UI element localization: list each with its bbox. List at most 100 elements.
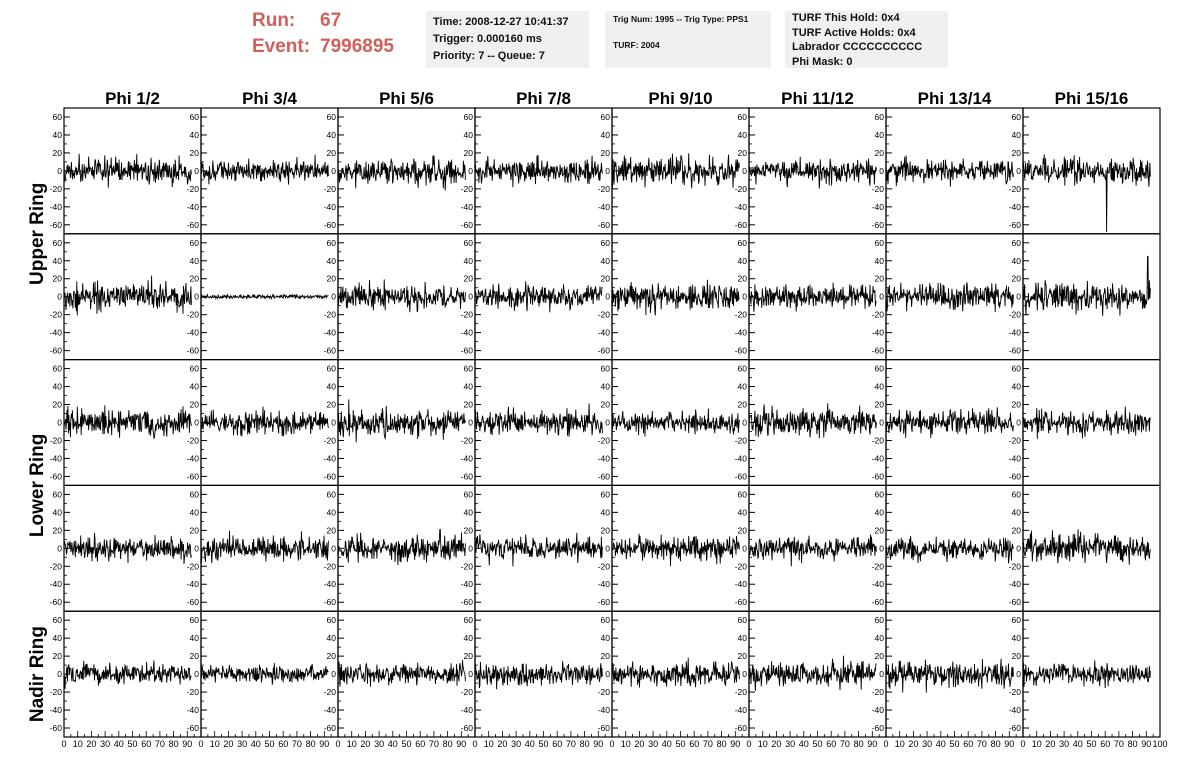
ytick-label-r4-c1-6: -60 <box>50 597 63 607</box>
ytick-label-r2-c1-6: -60 <box>50 346 63 356</box>
trace-r3-c7 <box>885 407 1014 439</box>
ytick-label-r2-c6-1: 40 <box>738 256 748 266</box>
ytick-label-r3-c2-1: 40 <box>190 382 200 392</box>
ytick-label-r3-c8-0: 60 <box>1012 364 1022 374</box>
ytick-label-r2-c2-3: 0 <box>194 292 199 302</box>
ytick-label-r5-c2-6: -60 <box>187 723 200 733</box>
ytick-label-r1-c1-4: -20 <box>50 184 63 194</box>
ytick-label-r1-c1-6: -60 <box>50 220 63 230</box>
ytick-label-r1-c8-4: -20 <box>1009 184 1022 194</box>
xtick-label-c7-1: 10 <box>895 739 905 749</box>
column-header-3: Phi 5/6 <box>379 89 434 108</box>
ytick-label-r5-c4-1: 40 <box>464 633 474 643</box>
ytick-label-r1-c7-0: 60 <box>875 112 885 122</box>
ytick-label-r3-c6-4: -20 <box>735 435 748 445</box>
ytick-label-r5-c1-2: 20 <box>53 651 63 661</box>
ytick-label-r4-c7-0: 60 <box>875 489 885 499</box>
ytick-label-r1-c4-5: -40 <box>461 202 474 212</box>
trace-r2-c3 <box>337 279 466 313</box>
ytick-label-r1-c6-1: 40 <box>738 130 748 140</box>
ytick-label-r4-c6-3: 0 <box>742 543 747 553</box>
trace-r5-c2 <box>200 662 329 685</box>
xtick-label-c2-3: 30 <box>237 739 247 749</box>
xtick-label-c5-5: 50 <box>675 739 685 749</box>
ytick-label-r1-c8-1: 40 <box>1012 130 1022 140</box>
ytick-label-r4-c3-5: -40 <box>324 579 337 589</box>
ytick-label-r1-c8-3: 0 <box>1016 166 1021 176</box>
xtick-label-c7-5: 50 <box>949 739 959 749</box>
ytick-label-r4-c6-6: -60 <box>735 597 748 607</box>
ytick-label-r4-c1-5: -40 <box>50 579 63 589</box>
ytick-label-r3-c4-2: 20 <box>464 400 474 410</box>
ytick-label-r3-c5-3: 0 <box>605 418 610 428</box>
ytick-label-r4-c3-0: 60 <box>327 489 337 499</box>
ytick-label-r4-c2-3: 0 <box>194 543 199 553</box>
xtick-label-c1-8: 80 <box>169 739 179 749</box>
ytick-label-r4-c7-6: -60 <box>872 597 885 607</box>
ytick-label-r1-c8-6: -60 <box>1009 220 1022 230</box>
ytick-label-r2-c6-3: 0 <box>742 292 747 302</box>
ytick-label-r5-c8-0: 60 <box>1012 615 1022 625</box>
ytick-label-r1-c3-4: -20 <box>324 184 337 194</box>
ytick-label-r5-c3-2: 20 <box>327 651 337 661</box>
ytick-label-r4-c4-3: 0 <box>468 543 473 553</box>
xtick-label-c5-3: 30 <box>648 739 658 749</box>
run-label: Run: <box>252 10 296 31</box>
trace-r4-c6 <box>748 534 877 567</box>
xtick-label-c3-3: 30 <box>374 739 384 749</box>
ytick-label-r1-c5-2: 20 <box>601 148 611 158</box>
ytick-label-r1-c1-2: 20 <box>53 148 63 158</box>
ytick-label-r1-c6-6: -60 <box>735 220 748 230</box>
ytick-label-r1-c7-3: 0 <box>879 166 884 176</box>
xtick-label-c4-3: 30 <box>511 739 521 749</box>
xtick-label-c2-8: 80 <box>306 739 316 749</box>
column-header-1: Phi 1/2 <box>105 89 160 108</box>
xtick-label-c6-6: 60 <box>826 739 836 749</box>
column-header-8: Phi 15/16 <box>1055 89 1129 108</box>
ytick-label-r5-c7-3: 0 <box>879 669 884 679</box>
xtick-label-c1-7: 70 <box>155 739 165 749</box>
ytick-label-r1-c3-5: -40 <box>324 202 337 212</box>
trace-r1-c2 <box>200 154 329 185</box>
ytick-label-r5-c6-5: -40 <box>735 705 748 715</box>
xtick-label-c4-6: 60 <box>552 739 562 749</box>
ytick-label-r1-c2-0: 60 <box>190 112 200 122</box>
ytick-label-r2-c4-4: -20 <box>461 310 474 320</box>
xtick-label-c4-2: 20 <box>497 739 507 749</box>
trace-r4-c4 <box>474 532 603 567</box>
xtick-label-c3-8: 80 <box>443 739 453 749</box>
xtick-label-c4-0: 0 <box>472 739 477 749</box>
xtick-label-c6-3: 30 <box>785 739 795 749</box>
xtick-label-c8-0: 0 <box>1020 739 1025 749</box>
xtick-label-c8-6: 60 <box>1100 739 1110 749</box>
ytick-label-r2-c2-0: 60 <box>190 238 200 248</box>
ytick-label-r3-c5-6: -60 <box>598 471 611 481</box>
xtick-label-c3-0: 0 <box>335 739 340 749</box>
ytick-label-r3-c2-0: 60 <box>190 364 200 374</box>
ytick-label-r1-c5-0: 60 <box>601 112 611 122</box>
turf-info-box: TURF This Hold: 0x4 TURF Active Holds: 0… <box>785 11 948 68</box>
ytick-label-r4-c7-5: -40 <box>872 579 885 589</box>
xtick-label-c3-2: 20 <box>360 739 370 749</box>
xtick-label-c8-1: 10 <box>1032 739 1042 749</box>
ytick-label-r5-c2-2: 20 <box>190 651 200 661</box>
xtick-label-c4-9: 90 <box>593 739 603 749</box>
ytick-label-r5-c8-2: 20 <box>1012 651 1022 661</box>
xtick-label-c7-2: 20 <box>908 739 918 749</box>
ytick-label-r3-c2-2: 20 <box>190 400 200 410</box>
xtick-label-c6-2: 20 <box>771 739 781 749</box>
trace-r1-c1 <box>63 153 192 188</box>
ytick-label-r4-c3-1: 40 <box>327 507 337 517</box>
xtick-label-c1-3: 30 <box>100 739 110 749</box>
column-header-6: Phi 11/12 <box>781 89 854 108</box>
ytick-label-r2-c5-4: -20 <box>598 310 611 320</box>
ytick-label-r3-c7-1: 40 <box>875 382 885 392</box>
ytick-label-r2-c4-0: 60 <box>464 238 474 248</box>
ytick-label-r4-c3-3: 0 <box>331 543 336 553</box>
xtick-label-c5-2: 20 <box>634 739 644 749</box>
xtick-label-c8-2: 20 <box>1045 739 1055 749</box>
ytick-label-r4-c4-1: 40 <box>464 507 474 517</box>
xtick-label-c7-3: 30 <box>922 739 932 749</box>
trigger-info-box: Trig Num: 1995 -- Trig Type: PPS1 TURF: … <box>605 11 771 68</box>
xtick-label-c1-1: 10 <box>73 739 83 749</box>
